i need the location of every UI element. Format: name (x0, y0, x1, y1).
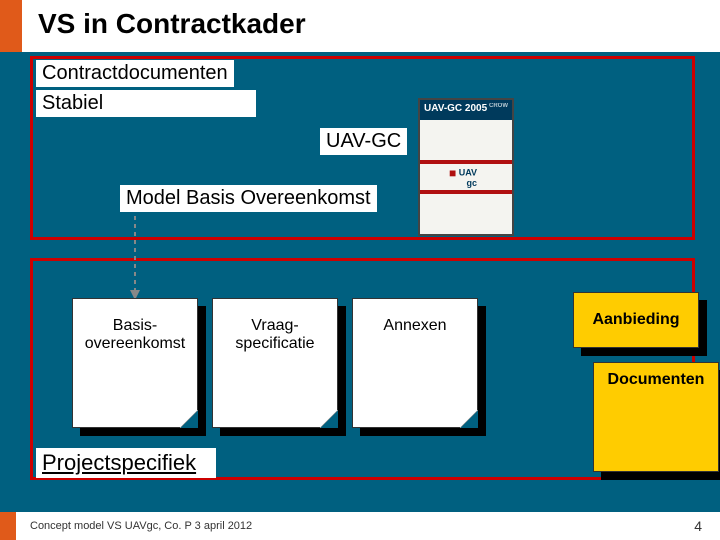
label-uavgc: UAV-GC (320, 128, 407, 155)
box-aanbieding: Aanbieding (573, 292, 699, 348)
label-modelbasis: Model Basis Overeenkomst (120, 185, 377, 212)
book-cover: UAV-GC 2005 CROW ■ UAV gc (418, 98, 514, 236)
label-projectspecifiek: Projectspecifiek (36, 448, 216, 478)
book-title: UAV-GC 2005 (424, 103, 487, 117)
book-stripe (420, 190, 512, 194)
doc-annexen: Annexen (352, 298, 478, 428)
arrow-line (134, 216, 136, 292)
box-documenten: Documenten (593, 362, 719, 472)
page-number: 4 (694, 518, 702, 534)
doc-basisovereenkomst: Basis- overeenkomst (72, 298, 198, 428)
label-contractdocumenten: Contractdocumenten (36, 60, 234, 87)
page-title: VS in Contractkader (38, 8, 720, 40)
doc-vraagspecificatie: Vraag- specificatie (212, 298, 338, 428)
title-bar: VS in Contractkader (0, 0, 720, 52)
footer: Concept model VS UAVgc, Co. P 3 april 20… (0, 512, 720, 540)
book-corner: CROW (489, 103, 508, 117)
book-header: UAV-GC 2005 CROW (420, 100, 512, 120)
label-stabiel: Stabiel (36, 90, 256, 117)
footer-text: Concept model VS UAVgc, Co. P 3 april 20… (30, 520, 252, 532)
book-logo: ■ UAV gc (420, 164, 512, 190)
